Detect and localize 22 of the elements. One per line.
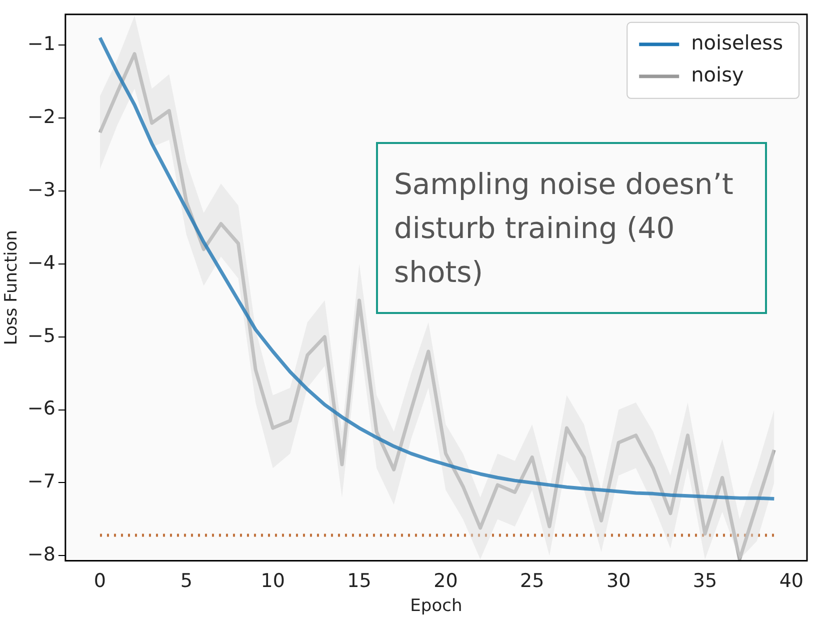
- x-tick-label: 35: [692, 570, 718, 592]
- x-tick-label: 30: [606, 570, 631, 592]
- y-tick-label: −4: [27, 252, 56, 274]
- x-axis-title: Epoch: [410, 596, 462, 616]
- y-tick-label: −8: [27, 544, 56, 566]
- x-tick-label: 5: [180, 570, 192, 592]
- x-tick-label: 15: [347, 570, 372, 592]
- y-tick-label: −5: [27, 324, 56, 347]
- legend-label: noisy: [691, 62, 744, 87]
- y-tick-label: −1: [27, 32, 56, 55]
- y-tick-label: −7: [27, 470, 56, 493]
- x-tick-label: 0: [94, 570, 106, 592]
- legend-label: noiseless: [691, 30, 784, 55]
- x-tick-label: 20: [434, 570, 458, 592]
- y-tick-label: −2: [27, 106, 56, 128]
- x-tick-label: 10: [260, 570, 285, 592]
- y-tick-label: −3: [27, 178, 56, 201]
- y-axis-title: Loss Function: [2, 230, 22, 346]
- annotation: Sampling noise doesn’t disturb training (40 shots): [376, 142, 767, 314]
- y-tick-label: −6: [27, 398, 56, 420]
- x-tick-label: 40: [779, 570, 804, 592]
- x-tick-label: 25: [520, 570, 544, 592]
